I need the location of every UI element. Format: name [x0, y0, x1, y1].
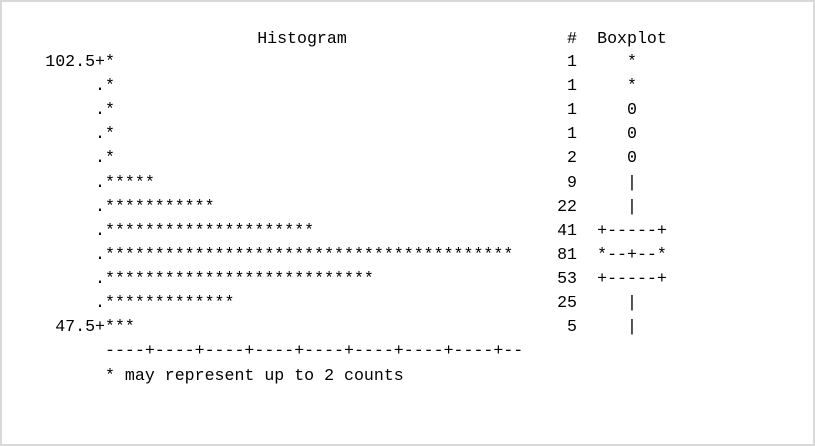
- row-count: 1: [567, 100, 577, 120]
- row-count: 1: [567, 52, 577, 71]
- row-count: 1: [567, 124, 577, 144]
- boxplot-part: *--+--*: [597, 244, 667, 264]
- row-label: .: [95, 196, 105, 216]
- histogram-bar: *: [105, 52, 115, 71]
- boxplot-part: *: [627, 52, 637, 71]
- boxplot-part: +-----+: [597, 220, 667, 240]
- row-count: 9: [567, 172, 577, 192]
- axis-line: ----+----+----+----+----+----+----+----+…: [105, 341, 524, 360]
- boxplot-part: |: [627, 172, 637, 192]
- row-count: 22: [557, 196, 577, 216]
- boxplot-part: 0: [627, 124, 637, 144]
- row-count: 2: [567, 148, 577, 168]
- histogram-bar: ***********: [105, 196, 215, 216]
- row-count: 25: [557, 293, 577, 312]
- count-heading: #: [567, 29, 577, 48]
- histogram-bar: *****: [105, 172, 155, 192]
- row-count: 53: [557, 268, 577, 288]
- boxplot-part: |: [627, 317, 637, 337]
- histogram-bar: *: [105, 100, 115, 120]
- row-count: 81: [557, 244, 577, 264]
- boxplot-part: |: [627, 293, 637, 312]
- histogram-bar: ***************************: [105, 268, 374, 288]
- row-label: .: [95, 124, 105, 144]
- histogram-bar: *: [105, 124, 115, 144]
- boxplot-part: 0: [627, 148, 637, 168]
- row-count: 1: [567, 76, 577, 96]
- row-label: 102.5+: [45, 52, 105, 71]
- row-label: .: [95, 293, 105, 312]
- row-label: .: [95, 268, 105, 288]
- row-label: .: [95, 172, 105, 192]
- histogram-title: Histogram: [257, 29, 347, 48]
- row-count: 41: [557, 220, 577, 240]
- histogram-bar: *********************: [105, 220, 315, 240]
- row-label: .: [95, 100, 105, 120]
- histogram-bar: ***: [105, 317, 135, 337]
- boxplot-part: *: [627, 76, 637, 96]
- row-label: .: [95, 148, 105, 168]
- histogram-bar: *************: [105, 293, 235, 312]
- histogram-bar: *: [105, 76, 115, 96]
- boxplot-heading: Boxplot: [597, 29, 667, 48]
- boxplot-part: |: [627, 196, 637, 216]
- row-label: .: [95, 76, 105, 96]
- footnote: * may represent up to 2 counts: [105, 366, 404, 385]
- histogram-bar: ****************************************…: [105, 244, 514, 264]
- row-label: .: [95, 244, 105, 264]
- row-label: 47.5+: [55, 317, 105, 337]
- row-count: 5: [567, 317, 577, 337]
- boxplot-part: +-----+: [597, 268, 667, 288]
- row-label: .: [95, 220, 105, 240]
- boxplot-part: 0: [627, 100, 637, 120]
- histogram-bar: *: [105, 148, 115, 168]
